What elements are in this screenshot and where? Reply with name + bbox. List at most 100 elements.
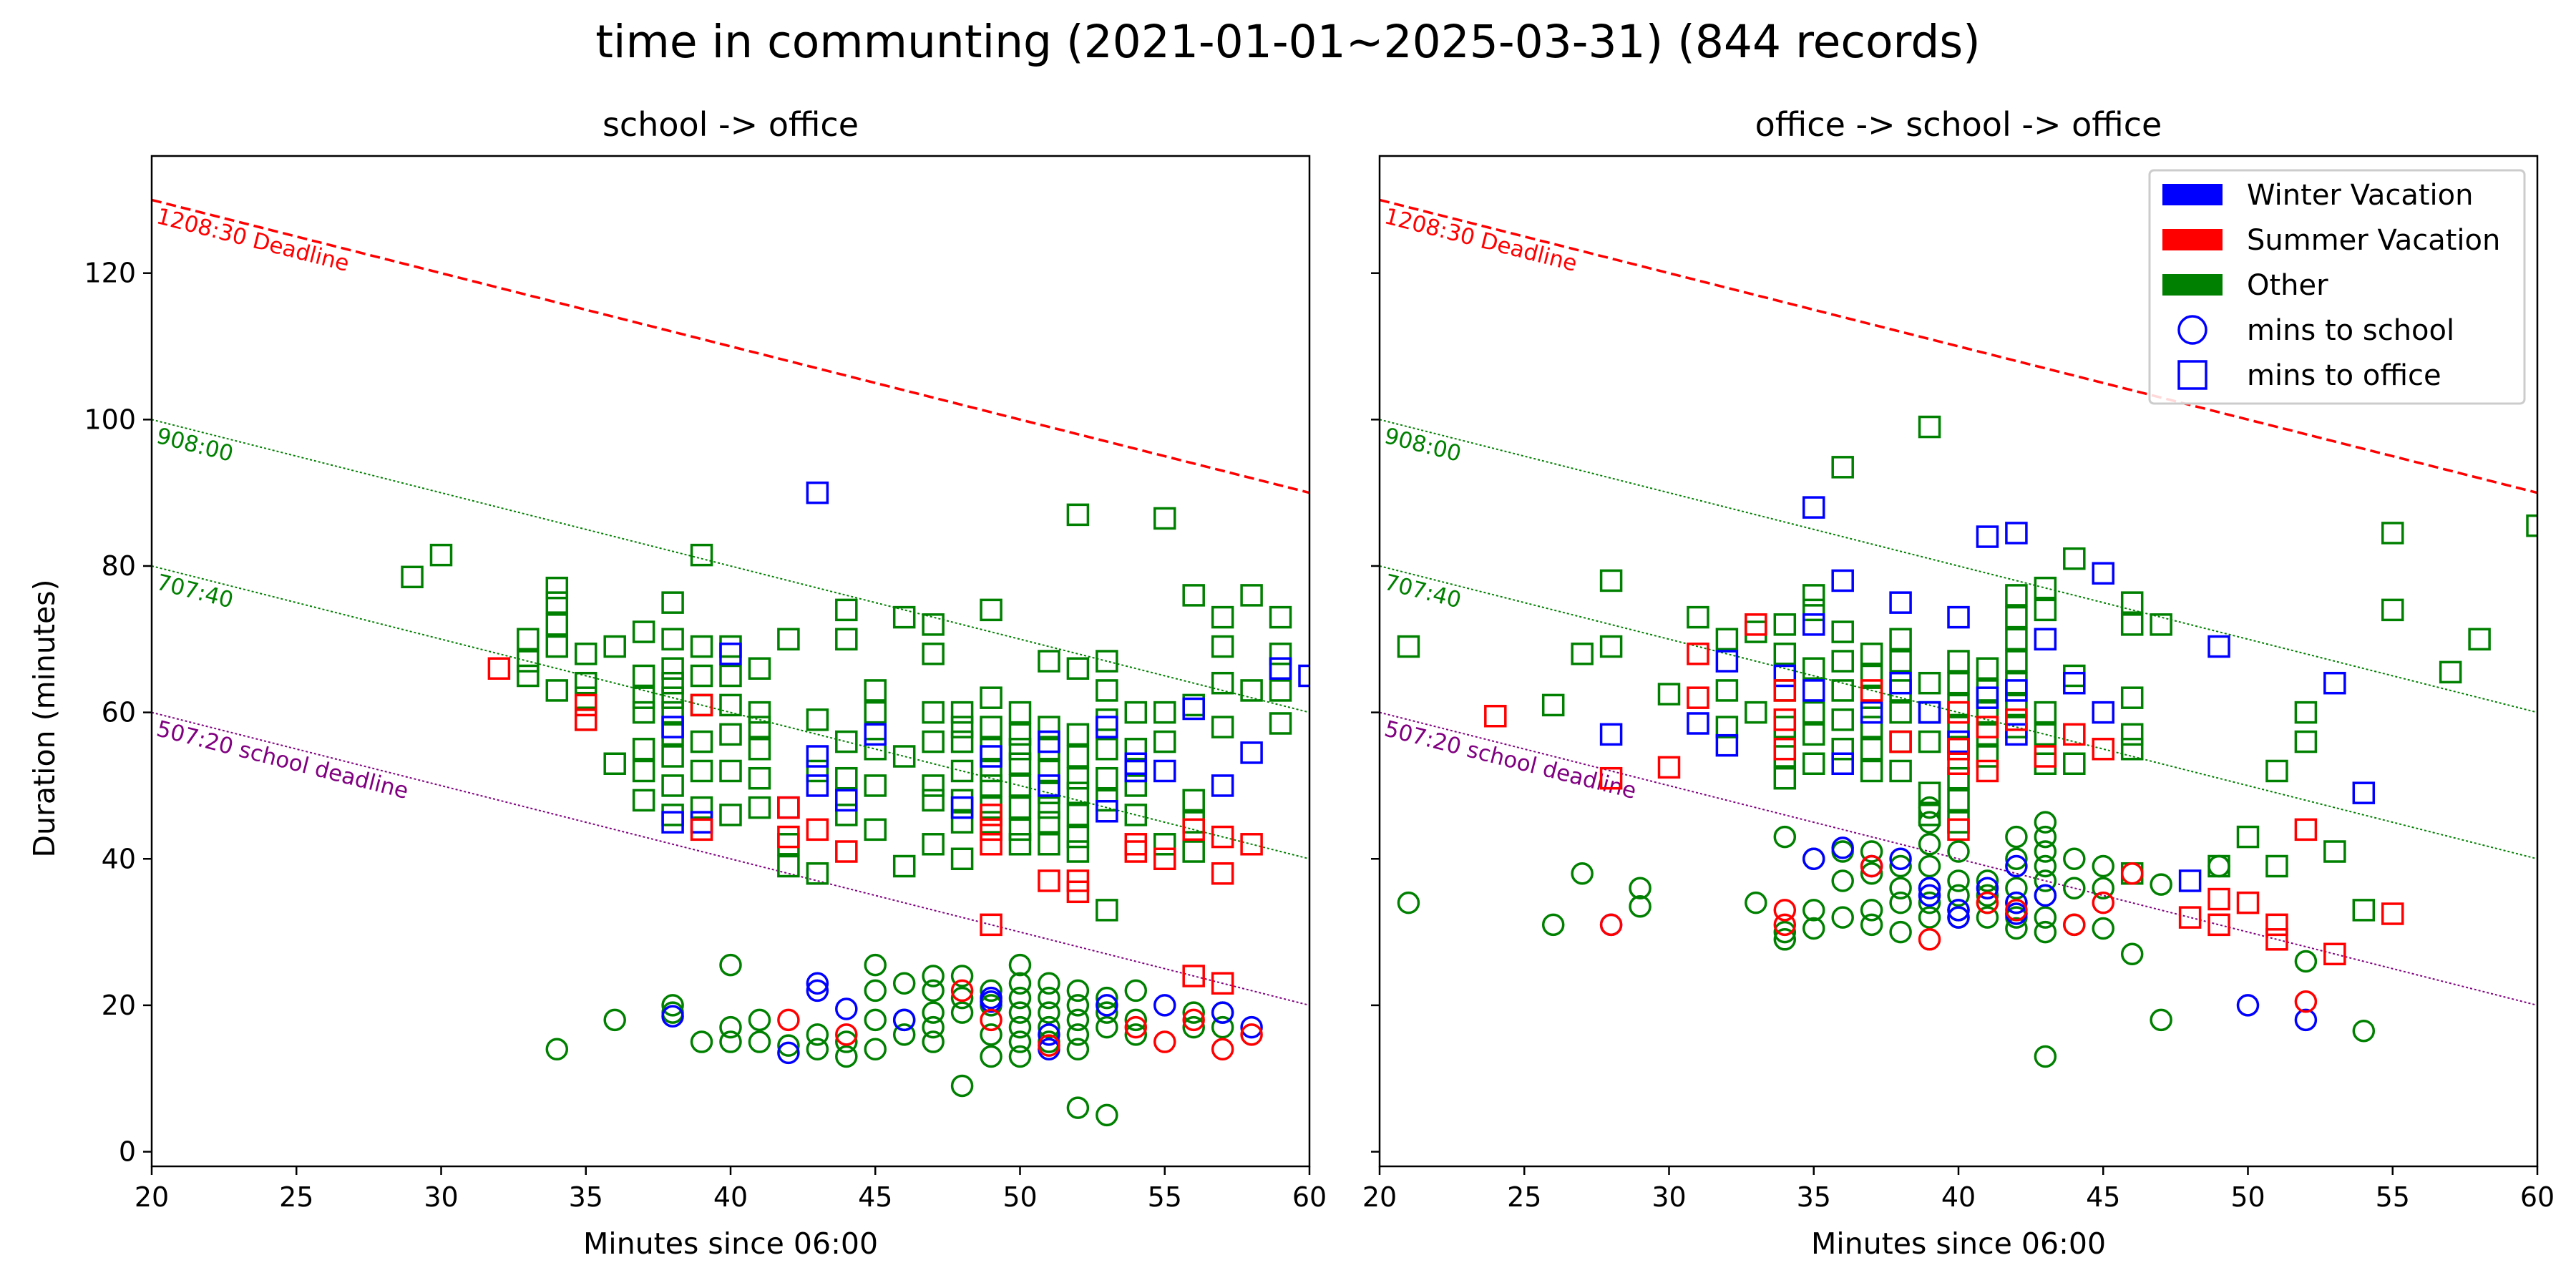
data-point-circle [1918,796,1941,819]
data-point-square [1687,712,1709,735]
data-point-square [922,774,945,797]
data-point-square [2063,723,2086,746]
y-tick-label: 80 [102,550,136,582]
data-point-square [2120,686,2144,709]
data-point-square [1066,825,1090,849]
data-point-circle [1599,913,1623,937]
data-point-square [1571,643,1594,665]
data-point-square [1008,818,1032,841]
data-point-square [1182,697,1205,721]
data-point-square [1240,584,1263,607]
data-point-square [2439,660,2462,684]
data-point-square [2034,628,2057,651]
data-point-square [2323,942,2346,966]
data-point-square [1124,804,1148,826]
data-point-square [632,789,655,812]
data-point-circle [2236,994,2260,1017]
data-point-square [2120,613,2144,636]
data-point-square [1066,840,1090,863]
data-point-square [1947,716,1970,738]
data-point-square [661,745,684,768]
data-point-square [429,543,453,567]
data-point-square [632,701,655,724]
data-point-square [2352,781,2376,804]
data-point-square [806,745,829,768]
data-point-square [719,643,742,665]
data-point-circle [545,1038,569,1061]
data-point-circle [950,979,974,1002]
data-point-circle [1124,1015,1148,1039]
y-tick-label: 120 [84,258,136,289]
data-point-circle [1038,1034,1060,1057]
data-point-square [1860,664,1883,688]
data-point-circle [2005,854,2028,878]
y-tick-label: 100 [84,404,136,435]
data-point-square [575,643,597,665]
data-point-circle [2034,854,2057,878]
data-point-square [1096,800,1118,823]
data-point-circle [1182,1001,1205,1024]
data-point-square [1211,605,1234,629]
data-point-square [719,693,742,717]
x-tick-label: 60 [2520,1181,2555,1213]
data-point-circle [1976,891,1999,914]
data-point-square [2294,818,2318,841]
data-point-square [980,716,1002,738]
data-point-square [1124,774,1148,797]
data-point-square [806,708,829,731]
data-point-circle [2034,906,2057,929]
legend: Winter Vacation Summer Vacation Other mins … [2148,169,2526,405]
data-point-square [575,693,597,717]
data-point-square [661,716,684,738]
x-tick-label: 45 [2086,1181,2120,1213]
data-point-square [1947,766,1970,790]
data-point-square [545,591,569,614]
data-point-square [690,693,713,717]
data-point-circle [2063,847,2086,871]
data-point-square [1715,679,1739,702]
data-point-square [719,723,742,746]
data-point-square [575,708,597,731]
data-point-circle [922,965,945,987]
data-point-circle [922,1001,945,1024]
data-point-square [1831,679,1854,702]
data-point-square [980,598,1002,622]
data-point-square [1066,503,1090,527]
data-point-square [1831,620,1854,643]
data-point-circle [777,1034,800,1057]
data-point-circle [1831,906,1854,929]
data-point-square [922,789,945,812]
data-point-square [892,605,916,629]
data-point-circle [719,1015,742,1039]
data-point-square [1066,745,1090,768]
data-point-circle [1889,854,1912,878]
data-point-square [864,723,887,746]
data-point-circle [1976,884,1999,907]
data-point-square [1484,704,1507,728]
data-point-square [806,481,829,504]
data-point-square [1715,733,1739,757]
data-point-square [1918,671,1941,695]
data-point-circle [1541,913,1565,937]
data-point-square [517,650,540,673]
data-point-circle [1038,1001,1060,1024]
data-point-square [835,766,858,790]
data-point-square [1269,643,1292,665]
data-point-circle [806,979,829,1002]
data-point-square [1773,679,1797,702]
data-point-square [545,635,569,658]
data-point-square [1096,679,1118,702]
data-point-circle [1889,891,1912,914]
data-point-square [1889,650,1912,673]
data-point-square [980,686,1002,709]
data-point-square [1773,738,1797,761]
data-point-circle [2034,884,2057,907]
data-point-circle [2063,913,2086,937]
y-tick-label: 60 [102,697,136,728]
data-point-square [690,796,713,819]
data-point-square [1947,789,1970,812]
data-point-square [2294,730,2318,753]
data-point-square [2323,840,2346,863]
x-tick-label: 45 [858,1181,892,1213]
data-point-circle [2063,877,2086,899]
